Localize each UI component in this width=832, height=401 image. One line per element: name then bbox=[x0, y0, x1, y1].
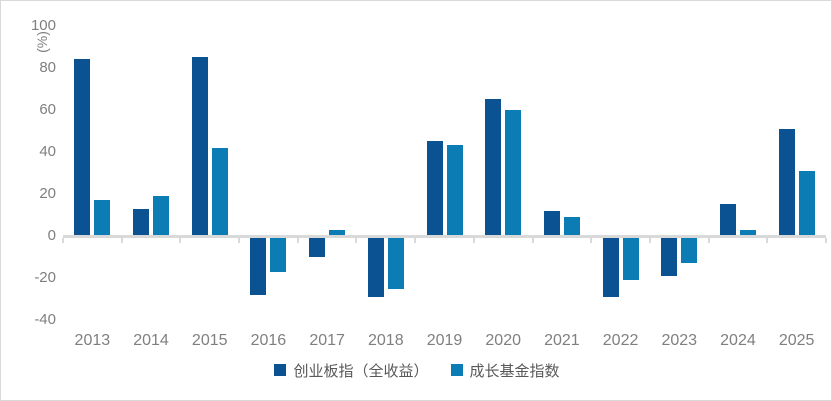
bar-2016-series-1 bbox=[250, 236, 267, 295]
y-tick-label: 40 bbox=[39, 142, 56, 160]
legend: 创业板指（全收益） 成长基金指数 bbox=[1, 358, 831, 382]
x-axis-tick-mark bbox=[120, 238, 123, 243]
x-axis-tick-mark bbox=[296, 238, 299, 243]
legend-item-series-2: 成长基金指数 bbox=[450, 360, 560, 381]
legend-item-series-1: 创业板指（全收益） bbox=[274, 360, 429, 381]
bar-2016-series-2 bbox=[270, 236, 287, 272]
bar-2014-series-2 bbox=[153, 196, 170, 236]
x-axis-tick-mark bbox=[590, 238, 593, 243]
legend-swatch-series-1 bbox=[274, 364, 287, 376]
bar-2020-series-1 bbox=[485, 99, 502, 236]
x-axis-label-2025: 2025 bbox=[778, 332, 815, 349]
bar-2017-series-1 bbox=[309, 236, 326, 258]
x-axis-tick-mark bbox=[414, 238, 417, 243]
bar-2023-series-1 bbox=[661, 236, 678, 276]
bar-2022-series-2 bbox=[622, 236, 639, 281]
x-axis-tick-mark bbox=[766, 238, 769, 243]
bar-2021-series-1 bbox=[543, 210, 560, 236]
x-axis-tick-mark bbox=[707, 238, 710, 243]
bar-2019-series-1 bbox=[426, 141, 443, 236]
bar-2022-series-1 bbox=[602, 236, 619, 298]
bar-2015-series-1 bbox=[191, 57, 208, 236]
x-axis-tick-mark bbox=[531, 238, 534, 243]
x-axis-tick-mark bbox=[238, 238, 241, 243]
bar-2013-series-2 bbox=[94, 200, 111, 236]
bar-2014-series-1 bbox=[133, 208, 150, 236]
x-axis-label-2022: 2022 bbox=[602, 332, 639, 349]
y-tick-label: 80 bbox=[39, 58, 56, 76]
x-axis-label-2017: 2017 bbox=[309, 332, 345, 349]
x-axis-tick-mark bbox=[648, 238, 651, 243]
bar-2020-series-2 bbox=[505, 109, 522, 236]
legend-label-series-1: 创业板指（全收益） bbox=[293, 362, 429, 380]
x-axis-tick-mark bbox=[355, 238, 358, 243]
x-axis-tick-mark bbox=[62, 238, 64, 243]
plot-area: (%) 100 80 60 40 20 0 -20 -40 2013 2014 2015 2016 2… bbox=[1, 1, 831, 357]
x-axis-label-2016: 2016 bbox=[250, 332, 287, 349]
bar-2021-series-2 bbox=[563, 217, 580, 236]
x-axis-label-2015: 2015 bbox=[191, 332, 228, 349]
x-axis-tick-mark bbox=[825, 238, 827, 243]
x-axis-label-2014: 2014 bbox=[133, 332, 169, 349]
x-axis-label-2018: 2018 bbox=[368, 332, 404, 349]
bar-2015-series-2 bbox=[211, 147, 228, 236]
bar-2017-series-2 bbox=[329, 229, 346, 236]
y-tick-label: 0 bbox=[47, 227, 56, 244]
bar-2024-series-1 bbox=[719, 204, 736, 236]
bar-2024-series-2 bbox=[739, 229, 756, 236]
bar-2018-series-1 bbox=[367, 236, 384, 298]
x-axis-label-2021: 2021 bbox=[544, 332, 580, 349]
x-axis-tick-mark bbox=[179, 238, 182, 243]
x-axis-label-2020: 2020 bbox=[485, 332, 521, 349]
bar-2013-series-1 bbox=[74, 59, 91, 236]
x-axis-line bbox=[63, 235, 826, 238]
y-tick-label: -40 bbox=[34, 311, 56, 329]
x-axis-label-2013: 2013 bbox=[74, 332, 111, 349]
y-tick-label: -20 bbox=[34, 269, 56, 287]
y-tick-label: 60 bbox=[39, 100, 56, 118]
y-tick-label: 100 bbox=[30, 16, 56, 34]
bar-2023-series-2 bbox=[681, 236, 698, 264]
bar-2019-series-2 bbox=[446, 145, 463, 236]
x-axis-label-2024: 2024 bbox=[720, 332, 756, 349]
x-axis-tick-mark bbox=[472, 238, 475, 243]
bar-2025-series-2 bbox=[798, 170, 815, 236]
x-axis-label-2019: 2019 bbox=[426, 332, 463, 349]
y-tick-label: 20 bbox=[39, 184, 56, 202]
legend-swatch-series-2 bbox=[450, 364, 463, 376]
legend-label-series-2: 成长基金指数 bbox=[469, 362, 560, 380]
bar-2018-series-2 bbox=[387, 236, 404, 289]
bar-2025-series-1 bbox=[778, 128, 795, 236]
x-axis-label-2023: 2023 bbox=[661, 332, 698, 349]
